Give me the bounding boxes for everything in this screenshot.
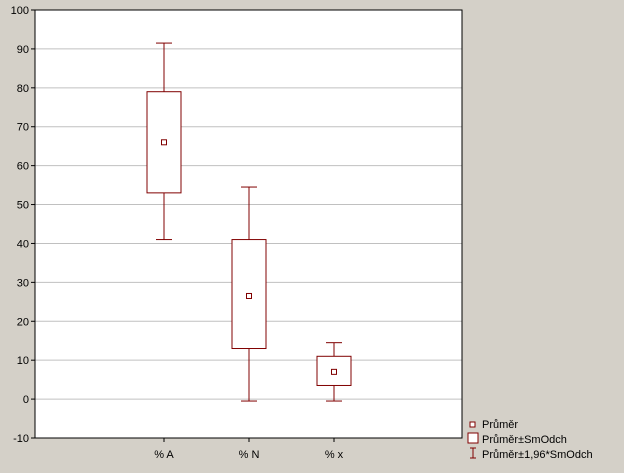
y-tick-label: 20 (17, 316, 29, 328)
plot-area: -10 0 10 20 30 40 50 60 70 80 90 100 % A % N % x (11, 5, 463, 461)
y-tick-label: 10 (17, 355, 29, 367)
x-tick-label: % N (239, 449, 260, 461)
x-tick-label: % x (325, 449, 344, 461)
y-tick-label: 0 (23, 394, 29, 406)
legend-label: Průměr±SmOdch (482, 434, 567, 446)
legend-label: Průměr (482, 419, 518, 431)
y-tick-label: 60 (17, 161, 29, 173)
y-tick-label: 40 (17, 238, 29, 250)
box-series-item (316, 342, 352, 402)
y-tick-label: -10 (13, 433, 29, 445)
legend-mean-symbol (469, 421, 476, 428)
mean-marker (246, 292, 252, 299)
y-tick-label: 80 (17, 83, 29, 95)
plot-frame (34, 9, 463, 439)
y-tick-label: 70 (17, 122, 29, 134)
y-tick-label: 100 (11, 5, 29, 17)
legend-label: Průměr±1,96*SmOdch (482, 449, 593, 461)
legend: Průměr Průměr±SmOdch Průměr±1,96*SmOdch (467, 419, 593, 461)
box-series-item (231, 186, 267, 402)
box-series-item (146, 42, 182, 241)
x-tick-label: % A (154, 449, 174, 461)
legend-box-symbol (467, 432, 479, 444)
y-tick-label: 90 (17, 44, 29, 56)
y-tick-label: 50 (17, 200, 29, 212)
y-tick-label: 30 (17, 277, 29, 289)
mean-marker (331, 368, 337, 375)
mean-marker (161, 139, 167, 146)
